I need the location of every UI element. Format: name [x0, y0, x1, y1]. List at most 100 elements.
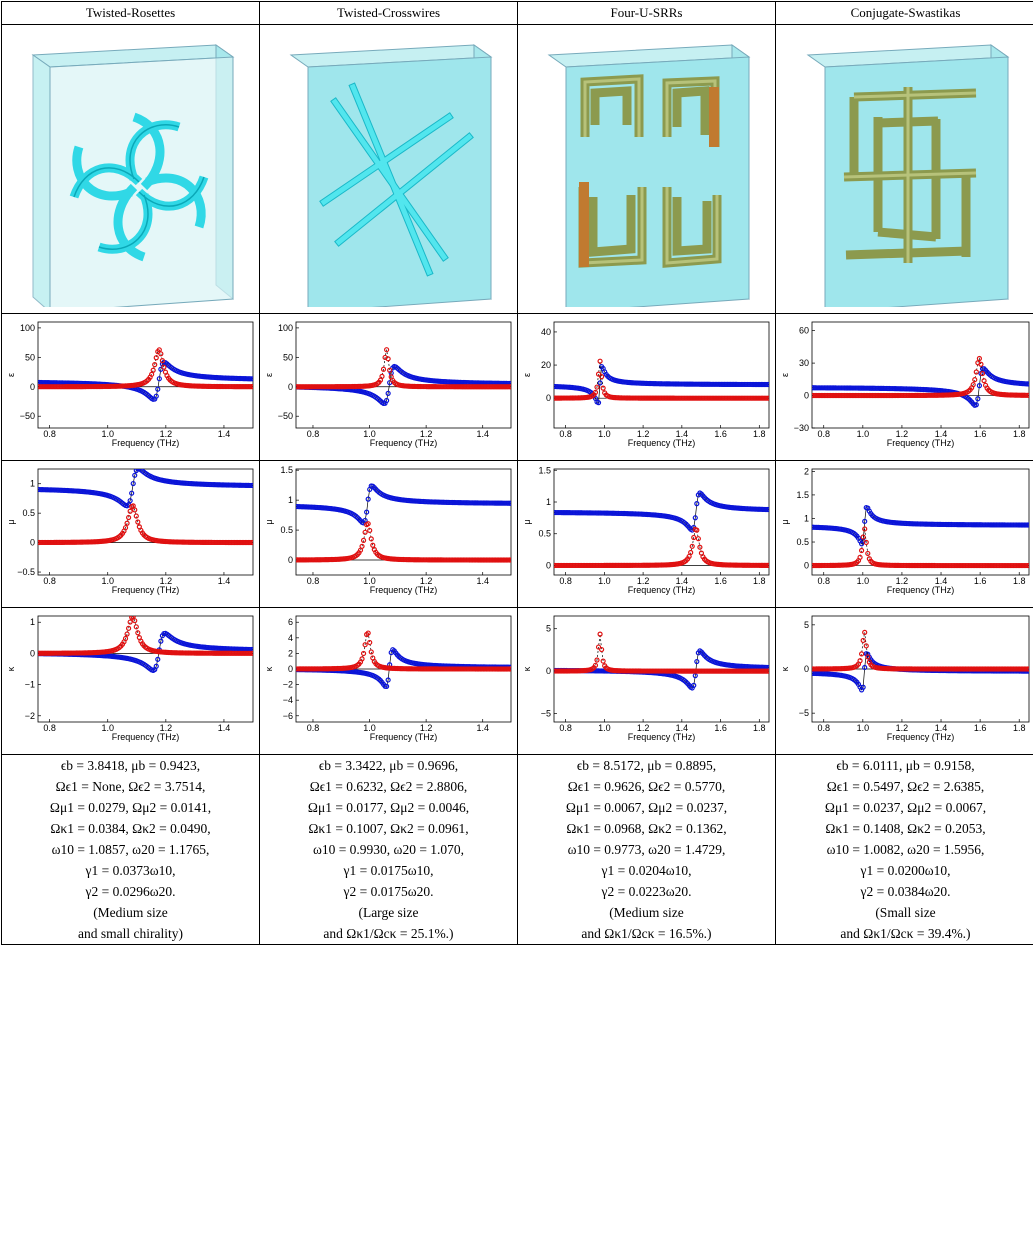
x-tick-label: 1.0	[598, 429, 611, 439]
red-series-point	[592, 389, 599, 395]
y-tick-label: 0.5	[796, 537, 809, 547]
red-series-point	[865, 654, 871, 660]
param-line: Ωκ1 = 0.0384, Ωκ2 = 0.0490,	[50, 821, 211, 836]
red-series-point	[981, 378, 987, 384]
plot-series	[812, 355, 1029, 408]
red-series-point	[250, 650, 253, 656]
red-series-point	[554, 395, 557, 401]
fit-line	[296, 632, 511, 670]
plot-frame	[295, 321, 512, 429]
y-tick-label: −2	[25, 711, 35, 721]
param-line: γ1 = 0.0200ω10,	[860, 863, 951, 878]
y-axis-label: κ	[522, 666, 532, 671]
param-line: ω10 = 0.9930, ω20 = 1.070,	[312, 842, 465, 857]
x-tick-label: 1.6	[714, 576, 727, 586]
red-series-point	[135, 630, 141, 636]
x-tick-label: 1.4	[476, 429, 489, 439]
blue-series-point	[812, 524, 815, 530]
x-tick-label: 1.4	[676, 429, 689, 439]
red-series-point	[365, 630, 371, 636]
red-series-point	[250, 384, 253, 390]
x-tick-label: 1.4	[476, 576, 489, 586]
param-line: γ1 = 0.0204ω10,	[601, 863, 692, 878]
red-series-point	[860, 637, 866, 644]
plot-series	[296, 630, 511, 689]
y-tick-label: 40	[541, 327, 551, 337]
fit-line	[554, 528, 769, 566]
red-series-point	[688, 549, 694, 556]
x-tick-label: 1.8	[753, 723, 766, 733]
red-series-point	[976, 355, 982, 362]
param-line: Ωμ1 = 0.0237, Ωμ2 = 0.0067,	[824, 800, 987, 815]
blue-series-point	[812, 670, 815, 676]
y-tick-label: 0	[804, 664, 809, 674]
blue-series-point	[155, 386, 161, 392]
y-axis-label: ε	[522, 373, 532, 377]
structure-cell	[775, 24, 1033, 314]
red-series-point	[132, 507, 138, 513]
red-series-point	[126, 625, 132, 631]
param-line: ϵb = 3.8418, μb = 0.9423,	[60, 758, 201, 773]
plot-series	[38, 616, 253, 674]
y-tick-label: 1	[30, 479, 35, 489]
red-series-point	[599, 374, 605, 380]
y-axis-label: ε	[780, 373, 790, 377]
param-line: Ωϵ1 = 0.6232, Ωϵ2 = 2.8806,	[309, 779, 468, 794]
red-series-point	[38, 384, 41, 390]
red-series-point	[362, 529, 368, 535]
twisted-rosettes-icon	[31, 44, 234, 314]
x-tick-label: 1.0	[857, 723, 870, 733]
red-series-point	[592, 662, 599, 668]
red-series-point	[863, 539, 869, 545]
epsilon-plot: 0.8 1.0 1.2 1.4 1.6 1.8 −30 0 30 60 Frequency (THz…	[780, 321, 1030, 448]
plot-frame	[811, 321, 1030, 429]
y-tick-label: −2	[283, 680, 293, 690]
blue-series-point	[766, 506, 769, 513]
red-series-point	[863, 643, 869, 649]
x-tick-label: 0.8	[817, 576, 830, 586]
x-tick-label: 1.0	[598, 576, 611, 586]
kappa-plot: 0.8 1.0 1.2 1.4 1.6 1.8 −5 0 5 Frequency (THz) κ	[522, 615, 770, 742]
red-series-point	[161, 364, 167, 370]
blue-series-point	[250, 376, 253, 382]
y-axis-label: μ	[264, 519, 274, 524]
red-series-point	[133, 624, 139, 630]
red-series-point	[597, 631, 603, 637]
param-line: and Ωκ1/Ωcκ = 25.1%.)	[323, 926, 454, 941]
param-line: Ωκ1 = 0.0968, Ωκ2 = 0.1362,	[566, 821, 727, 836]
x-axis-label: Frequency (THz)	[887, 585, 955, 595]
red-series-point	[972, 377, 978, 383]
y-tick-label: 2	[804, 466, 809, 476]
y-tick-label: 5	[804, 620, 809, 630]
x-tick-label: 1.2	[637, 723, 650, 733]
y-tick-label: 0	[546, 666, 551, 676]
x-axis-label: Frequency (THz)	[887, 438, 955, 448]
red-series-point	[370, 542, 376, 548]
param-line: Ωμ1 = 0.0067, Ωμ2 = 0.0237,	[565, 800, 728, 815]
red-series-point	[857, 554, 863, 560]
parameters-cell: ϵb = 3.8418, μb = 0.9423, Ωϵ1 = None, Ωϵ…	[1, 754, 260, 945]
x-axis-label: Frequency (THz)	[112, 438, 180, 448]
x-tick-label: 0.8	[559, 723, 572, 733]
blue-series-point	[362, 517, 368, 524]
column-header-conjugate-swastikas: Conjugate-Swastikas	[775, 1, 1033, 25]
plot-cell-eps: 0.8 1.0 1.2 1.4 −50 0 50 100 Frequency (THz) ε	[259, 313, 518, 461]
x-axis-label: Frequency (THz)	[370, 438, 438, 448]
y-tick-label: 1	[288, 495, 293, 505]
y-tick-label: 1.5	[796, 490, 809, 500]
blue-series-point	[1026, 522, 1029, 528]
y-tick-label: 0	[30, 382, 35, 392]
y-tick-label: 0	[804, 561, 809, 571]
x-tick-label: 1.2	[896, 576, 909, 586]
blue-series-point	[975, 396, 981, 402]
blue-series-point	[508, 500, 511, 506]
y-tick-label: 50	[283, 352, 293, 362]
column-header-four-u-srrs: Four-U-SRRs	[517, 1, 776, 25]
y-axis-label: κ	[264, 666, 274, 671]
y-tick-label: −50	[278, 411, 293, 421]
red-series-point	[812, 562, 815, 569]
red-series-point	[508, 384, 511, 390]
y-tick-label: 2	[288, 648, 293, 658]
blue-series-point	[384, 683, 390, 689]
red-series-point	[367, 639, 373, 646]
